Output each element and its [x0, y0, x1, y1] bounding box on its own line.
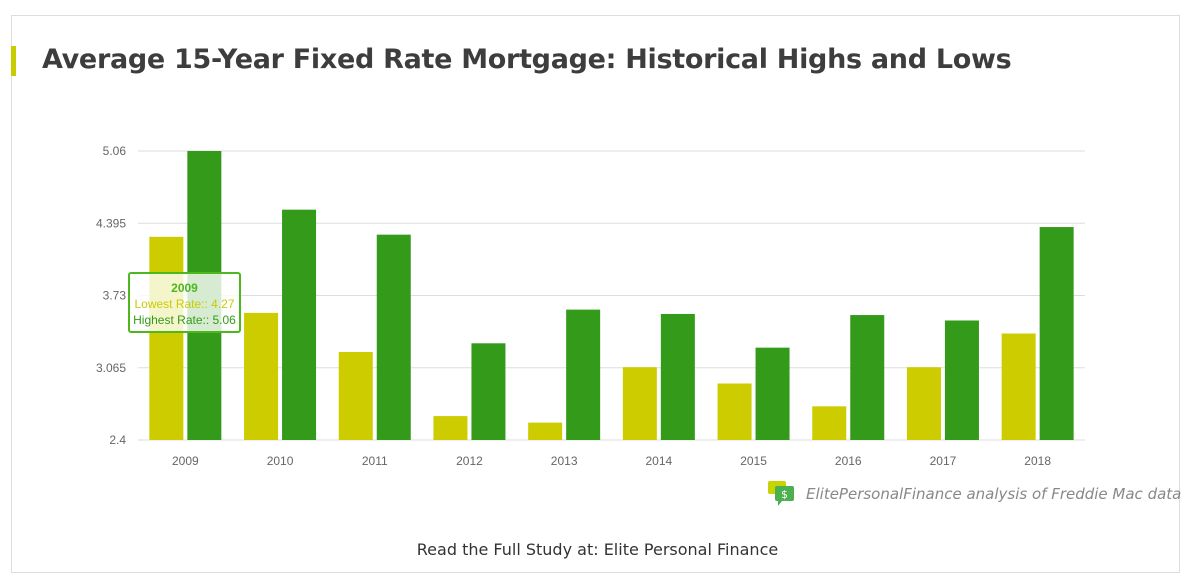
bar-lowest-2013	[528, 422, 563, 440]
footer-link[interactable]: Read the Full Study at: Elite Personal F…	[416, 540, 779, 559]
y-tick-label: 5.06	[103, 144, 127, 158]
x-tick-label: 2016	[835, 454, 862, 468]
bar-highest-2013	[566, 309, 601, 440]
tooltip-high: Highest Rate:: 5.06	[133, 313, 236, 327]
x-tick-label: 2010	[267, 454, 294, 468]
chat-dollar-icon: $	[768, 481, 794, 506]
tooltip-year: 2009	[171, 281, 198, 295]
y-tick-label: 3.065	[96, 361, 126, 375]
bar-highest-2017	[944, 320, 979, 440]
bar-lowest-2012	[433, 416, 468, 440]
x-tick-label: 2009	[172, 454, 199, 468]
x-tick-label: 2011	[362, 454, 388, 468]
x-tick-label: 2012	[456, 454, 483, 468]
bar-lowest-2017	[906, 367, 941, 440]
x-tick-label: 2018	[1024, 454, 1051, 468]
bar-lowest-2016	[812, 406, 847, 440]
chart-card	[11, 15, 1180, 573]
title-accent	[11, 46, 16, 76]
y-tick-label: 2.4	[109, 433, 126, 447]
bar-lowest-2010	[244, 312, 279, 440]
x-tick-label: 2013	[551, 454, 578, 468]
source-text: ElitePersonalFinance analysis of Freddie…	[806, 485, 1182, 503]
x-tick-label: 2017	[930, 454, 957, 468]
x-tick-label: 2015	[740, 454, 767, 468]
source-note: $ ElitePersonalFinance analysis of Fredd…	[768, 481, 1181, 507]
y-tick-label: 4.395	[96, 216, 126, 230]
bar-highest-2015	[755, 347, 790, 440]
chart-tooltip: 2009 Lowest Rate:: 4.27 Highest Rate:: 5…	[128, 272, 241, 333]
bar-lowest-2009	[149, 236, 184, 440]
bar-highest-2016	[850, 315, 885, 440]
bar-highest-2011	[376, 234, 411, 440]
bar-lowest-2011	[338, 351, 373, 440]
tooltip-low: Lowest Rate:: 4.27	[134, 297, 235, 311]
x-tick-label: 2014	[645, 454, 672, 468]
bar-highest-2014	[660, 313, 695, 440]
bar-lowest-2015	[717, 383, 752, 440]
y-tick-label: 3.73	[103, 289, 127, 303]
page-title: Average 15-Year Fixed Rate Mortgage: His…	[42, 44, 1012, 75]
bar-highest-2010	[282, 209, 317, 440]
svg-text:$: $	[781, 488, 788, 501]
bar-highest-2012	[471, 343, 506, 440]
bar-lowest-2018	[1001, 333, 1036, 440]
bar-lowest-2014	[622, 367, 657, 440]
bar-highest-2018	[1039, 227, 1074, 440]
